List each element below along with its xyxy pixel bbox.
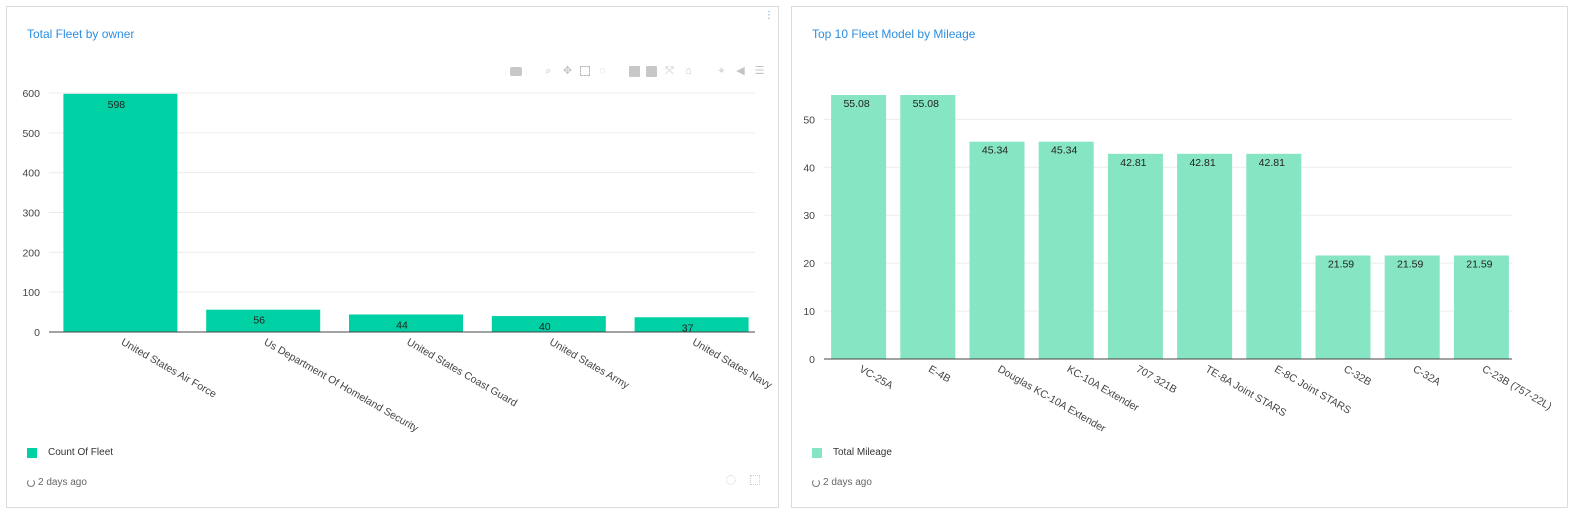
legend-swatch	[27, 447, 37, 458]
x-tick-label: 707 321B	[1134, 363, 1179, 396]
pan-icon[interactable]: ✥	[562, 65, 573, 77]
home-icon[interactable]: ⌂	[685, 65, 692, 77]
x-tick-label: C-32B	[1342, 363, 1374, 388]
hover-compare-icon[interactable]: ☰	[754, 65, 765, 77]
y-tick-label: 10	[803, 306, 815, 318]
y-tick-label: 400	[22, 168, 40, 180]
legend-label: Total Mileage	[833, 447, 892, 458]
refresh-icon	[812, 478, 820, 487]
refresh-icon	[27, 478, 35, 487]
y-tick-label: 500	[22, 128, 40, 140]
panel-title: Total Fleet by owner	[27, 27, 135, 41]
panel-actions	[726, 475, 760, 485]
bar-data-label: 37	[682, 322, 694, 334]
x-tick-label: C-23B (757-22L)	[1480, 363, 1554, 413]
bar-data-label: 21.59	[1397, 259, 1423, 271]
refresh-chart-icon[interactable]	[726, 475, 736, 485]
y-tick-label: 300	[22, 208, 40, 220]
bar[interactable]	[831, 95, 887, 359]
chart-legend[interactable]: Count Of Fleet	[27, 447, 113, 458]
chart-modebar: ⌕ ✥ ◌ ⤧ ⌂ ⌖ ◀ ☰	[510, 65, 766, 77]
box-select-icon[interactable]	[580, 66, 590, 76]
bar[interactable]	[206, 309, 321, 332]
x-tick-label: C-32A	[1411, 363, 1443, 388]
bar-data-label: 55.08	[843, 98, 869, 110]
bar-data-label: 42.81	[1189, 157, 1215, 169]
y-tick-label: 40	[803, 162, 815, 174]
x-tick-label: E-4B	[926, 363, 952, 385]
x-tick-label: United States Navy	[690, 336, 774, 392]
y-tick-label: 200	[22, 247, 40, 259]
bar[interactable]	[1177, 153, 1233, 359]
bar-data-label: 21.59	[1328, 259, 1354, 271]
zoom-in-icon[interactable]	[629, 65, 640, 77]
expand-icon[interactable]	[750, 475, 760, 485]
bar[interactable]	[63, 93, 178, 333]
bar[interactable]	[491, 316, 606, 332]
last-updated-text: 2 days ago	[823, 477, 872, 488]
zoom-icon[interactable]: ⌕	[545, 65, 552, 77]
bar-data-label: 42.81	[1259, 157, 1285, 169]
bar-data-label: 45.34	[1051, 145, 1077, 157]
bar[interactable]	[1107, 153, 1163, 359]
bar-data-label: 42.81	[1120, 157, 1146, 169]
bar-data-label: 21.59	[1466, 259, 1492, 271]
last-updated-text: 2 days ago	[38, 477, 87, 488]
bar[interactable]	[1246, 153, 1302, 359]
y-tick-label: 0	[809, 354, 815, 366]
bar[interactable]	[349, 314, 463, 332]
bar[interactable]	[1038, 141, 1094, 359]
spike-lines-icon[interactable]: ⌖	[718, 65, 725, 77]
panel-title: Top 10 Fleet Model by Mileage	[812, 27, 976, 41]
camera-icon[interactable]	[510, 66, 522, 76]
last-updated: 2 days ago	[27, 477, 87, 488]
x-tick-label: United States Army	[547, 336, 631, 392]
x-tick-label: United States Air Force	[119, 336, 219, 400]
y-tick-label: 50	[803, 114, 815, 126]
bar[interactable]	[969, 141, 1025, 359]
bar-chart-fleet-by-owner: 0 100 200 300 400 500 600 598 United States Air …	[22, 88, 774, 435]
hover-closest-icon[interactable]: ◀	[736, 65, 745, 77]
bar-data-label: 40	[539, 321, 551, 333]
bar-data-label: 45.34	[982, 145, 1008, 157]
lasso-icon[interactable]: ◌	[599, 65, 606, 77]
x-tick-label: VC-25A	[857, 363, 895, 392]
bar[interactable]	[634, 317, 749, 332]
bar[interactable]	[1453, 255, 1509, 359]
y-tick-label: 100	[22, 287, 40, 299]
y-tick-label: 600	[22, 88, 40, 100]
last-updated: 2 days ago	[812, 477, 872, 488]
chart-panel-top-models-by-mileage: Top 10 Fleet Model by Mileage 0 10 20 30 40 5…	[791, 6, 1568, 508]
chart-panel-fleet-by-owner: Total Fleet by owner ⋮ ⌕ ✥ ◌ ⤧ ⌂ ⌖ ◀ ☰ 0…	[6, 6, 779, 508]
bar-data-label: 44	[396, 319, 408, 331]
y-tick-label: 20	[803, 258, 815, 270]
bar-data-label: 56	[253, 315, 265, 327]
legend-swatch	[812, 447, 822, 458]
x-tick-label: United States Coast Guard	[405, 336, 520, 409]
zoom-out-icon[interactable]	[646, 65, 657, 77]
bar-chart-top-models-by-mileage: 0102030405055.08VC-25A55.08E-4B45.34Doug…	[803, 95, 1554, 435]
x-tick-label: Us Department Of Homeland Security	[262, 336, 421, 435]
bar[interactable]	[1384, 255, 1440, 359]
chart-legend[interactable]: Total Mileage	[812, 447, 892, 458]
autoscale-icon[interactable]: ⤧	[665, 65, 674, 77]
bar[interactable]	[900, 95, 956, 359]
y-tick-label: 0	[34, 327, 40, 339]
bar-data-label: 598	[108, 99, 126, 111]
bar[interactable]	[1315, 255, 1371, 359]
bar-data-label: 55.08	[913, 98, 939, 110]
legend-label: Count Of Fleet	[48, 447, 114, 458]
y-tick-label: 30	[803, 210, 815, 222]
